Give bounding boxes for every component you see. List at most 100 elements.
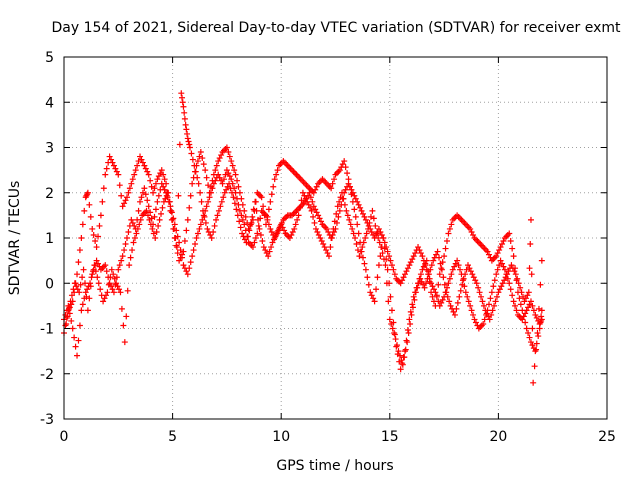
- data-point: [529, 302, 536, 309]
- data-point: [390, 266, 397, 273]
- data-point: [518, 289, 525, 296]
- data-point: [387, 293, 394, 300]
- x-axis-label: GPS time / hours: [276, 458, 393, 474]
- data-point: [397, 280, 404, 287]
- data-point: [194, 174, 201, 181]
- data-point: [197, 149, 204, 156]
- data-point: [525, 289, 532, 296]
- data-point: [350, 230, 357, 237]
- data-point: [516, 295, 523, 302]
- data-point: [407, 308, 414, 315]
- data-point: [370, 215, 377, 222]
- data-point: [84, 286, 91, 293]
- data-point: [255, 216, 262, 223]
- data-point: [125, 189, 132, 196]
- data-point: [253, 207, 260, 214]
- data-point: [425, 271, 432, 278]
- data-point: [410, 293, 417, 300]
- data-point: [100, 185, 107, 192]
- data-point: [271, 176, 278, 183]
- data-point: [375, 225, 382, 232]
- data-point: [203, 174, 210, 181]
- data-point: [443, 238, 450, 245]
- data-point: [163, 192, 170, 199]
- data-point: [268, 244, 275, 251]
- data-point: [186, 265, 193, 272]
- data-point: [205, 198, 212, 205]
- y-tick-label: 3: [45, 141, 54, 157]
- data-point: [454, 299, 461, 306]
- data-point: [279, 224, 286, 231]
- data-point: [499, 260, 506, 267]
- data-point: [445, 280, 452, 287]
- data-point: [113, 168, 120, 175]
- data-point: [407, 259, 414, 266]
- data-point: [343, 207, 350, 214]
- data-point: [143, 207, 150, 214]
- data-point: [265, 221, 272, 228]
- data-point: [473, 280, 480, 287]
- data-point: [341, 201, 348, 208]
- data-point: [171, 221, 178, 228]
- data-point: [370, 295, 377, 302]
- data-point: [457, 266, 464, 273]
- data-point: [533, 314, 540, 321]
- data-point: [328, 185, 335, 192]
- data-point: [145, 171, 152, 178]
- data-point: [210, 228, 217, 235]
- data-point: [270, 183, 277, 190]
- data-point: [147, 209, 154, 216]
- data-point: [76, 289, 83, 296]
- data-point: [186, 204, 193, 211]
- data-point: [530, 379, 537, 386]
- data-point: [69, 325, 76, 332]
- data-point: [207, 231, 214, 238]
- data-point: [410, 253, 417, 260]
- data-point: [146, 216, 153, 223]
- data-point: [357, 204, 364, 211]
- data-point: [65, 302, 72, 309]
- data-point: [493, 253, 500, 260]
- data-point: [313, 183, 320, 190]
- data-point: [419, 253, 426, 260]
- data-point: [232, 171, 239, 178]
- data-point: [80, 266, 87, 273]
- data-point: [323, 225, 330, 232]
- data-point: [252, 235, 259, 241]
- data-point: [349, 189, 356, 196]
- data-point: [535, 305, 542, 312]
- data-point: [497, 244, 504, 251]
- data-point: [179, 94, 186, 101]
- data-point: [520, 313, 527, 320]
- data-point: [483, 310, 490, 317]
- data-point: [188, 150, 195, 157]
- data-point: [151, 185, 158, 192]
- data-point: [165, 189, 172, 196]
- data-point: [459, 281, 466, 288]
- data-point: [418, 278, 425, 285]
- data-point: [327, 244, 334, 251]
- data-point: [392, 336, 399, 343]
- data-point: [467, 268, 474, 275]
- data-point: [420, 257, 427, 264]
- x-tick-label: 5: [168, 429, 177, 445]
- data-point: [187, 259, 194, 266]
- data-point: [469, 271, 476, 278]
- data-point: [355, 230, 362, 237]
- data-point: [500, 238, 507, 245]
- data-point: [214, 212, 221, 219]
- data-point: [270, 236, 277, 243]
- data-point: [199, 216, 206, 223]
- data-point: [93, 257, 100, 264]
- data-point: [537, 281, 544, 288]
- data-point: [522, 310, 529, 317]
- data-point: [533, 346, 540, 353]
- data-point: [498, 283, 505, 290]
- data-point: [183, 126, 190, 133]
- data-point: [213, 216, 220, 223]
- data-point: [74, 286, 81, 293]
- y-tick-label: 4: [45, 95, 54, 111]
- data-point: [415, 244, 422, 251]
- data-point: [262, 247, 269, 254]
- data-point: [351, 206, 358, 213]
